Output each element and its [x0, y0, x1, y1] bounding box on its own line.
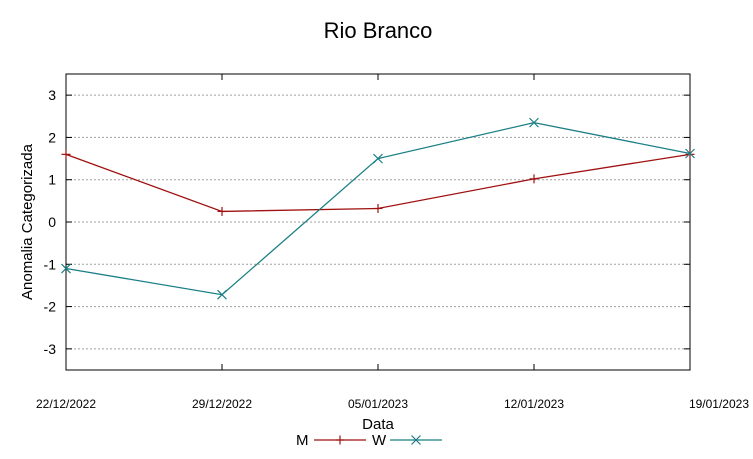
legend-item-M: M: [296, 432, 366, 449]
series: [61, 117, 695, 300]
y-axis-label: Anomalia Categorizada: [19, 143, 36, 300]
data-point-W: [373, 153, 383, 164]
data-point-W: [529, 117, 539, 128]
y-axis: -3 -2 -1 0 1 2 3: [44, 87, 690, 357]
legend-label: M: [296, 432, 309, 449]
data-point-M: [217, 206, 227, 216]
y-tick-label: -1: [44, 256, 57, 272]
y-tick-label: 2: [48, 129, 56, 145]
x-tick-label: 29/12/2022: [192, 397, 252, 411]
x-tick-label: 22/12/2022: [36, 397, 96, 411]
y-tick-label: 1: [48, 172, 56, 188]
x-tick-label: 12/01/2023: [504, 397, 564, 411]
y-tick-label: -3: [44, 341, 57, 357]
data-point-M: [61, 149, 71, 159]
series-line-M: [65, 153, 691, 213]
data-point-M: [373, 203, 383, 213]
x-axis-label: Data: [362, 416, 394, 433]
legend-label: W: [372, 432, 387, 449]
y-tick-label: 3: [48, 87, 56, 103]
data-point-M: [529, 174, 539, 184]
data-point-W: [217, 289, 227, 300]
data-point-W: [61, 263, 71, 274]
y-tick-label: 0: [48, 214, 56, 230]
data-point-W: [685, 148, 695, 159]
y-tick-label: -2: [44, 299, 57, 315]
legend-item-W: W: [372, 432, 442, 449]
chart-title: Rio Branco: [324, 18, 433, 43]
x-tick-label: 05/01/2023: [348, 397, 408, 411]
x-axis: 22/12/2022 29/12/2022 05/01/2023 12/01/2023…: [36, 74, 749, 411]
x-tick-label: 19/01/2023: [689, 397, 749, 411]
gridlines: [66, 94, 690, 350]
